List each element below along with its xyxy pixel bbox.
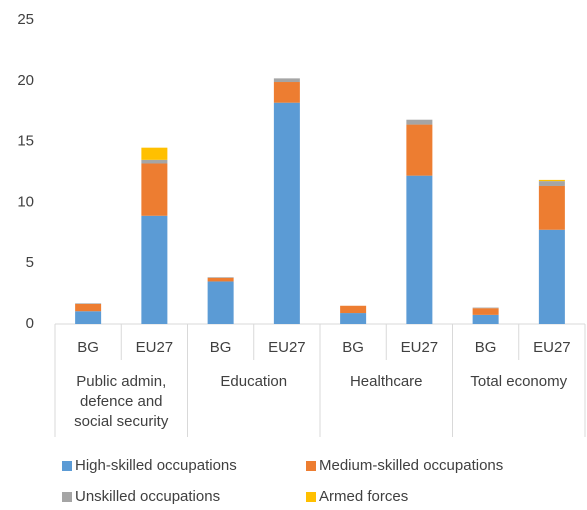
x-tick-label: BG [210,339,232,356]
x-tick-label: EU27 [136,339,174,356]
bar-segment [538,229,565,324]
y-tick-label: 25 [17,11,34,28]
bar-segment [75,311,102,324]
bar-segment [340,305,367,314]
x-tick-label: EU27 [401,339,439,356]
x-tick-label: BG [342,339,364,356]
bar-segment [472,307,499,309]
group-label: social security [74,413,169,430]
x-tick-label: EU27 [268,339,306,356]
x-tick-label: BG [77,339,99,356]
bar-segment [75,303,102,312]
legend-swatch [62,492,72,502]
bar-segment [406,124,433,176]
y-tick-label: 10 [17,193,34,210]
legend-label: High-skilled occupations [75,457,237,474]
group-label: Total economy [470,373,567,390]
bar-segment [538,179,565,182]
bar-segment [141,147,168,160]
group-label: defence and [80,393,163,410]
x-tick-label: EU27 [533,339,571,356]
legend-label: Armed forces [319,488,408,505]
y-tick-label: 0 [26,315,34,332]
bar-segment [538,185,565,230]
bar-segment [340,313,367,324]
y-tick-label: 5 [26,254,34,271]
bar-segment [207,277,234,278]
group-label: Public admin, [76,373,166,390]
x-tick-label: BG [475,339,497,356]
bar-segment [207,281,234,324]
bar-segment [406,175,433,324]
legend-swatch [306,461,316,471]
bar-segment [538,181,565,186]
bar-segment [472,308,499,315]
bar-segment [141,163,168,216]
bar-segment [273,102,300,324]
bar-segment [141,215,168,324]
bar-segment [207,277,234,282]
group-label: Education [220,373,287,390]
legend-label: Medium-skilled occupations [319,457,503,474]
bar-segment [406,119,433,125]
group-label: Healthcare [350,373,423,390]
legend-label: Unskilled occupations [75,488,220,505]
bar-segment [141,159,168,164]
bar-segment [75,303,102,304]
y-tick-label: 20 [17,72,34,89]
bar-segment [472,314,499,324]
bar-segment [273,82,300,103]
y-tick-label: 15 [17,133,34,150]
bar-segment [273,78,300,83]
legend-swatch [62,461,72,471]
legend-swatch [306,492,316,502]
